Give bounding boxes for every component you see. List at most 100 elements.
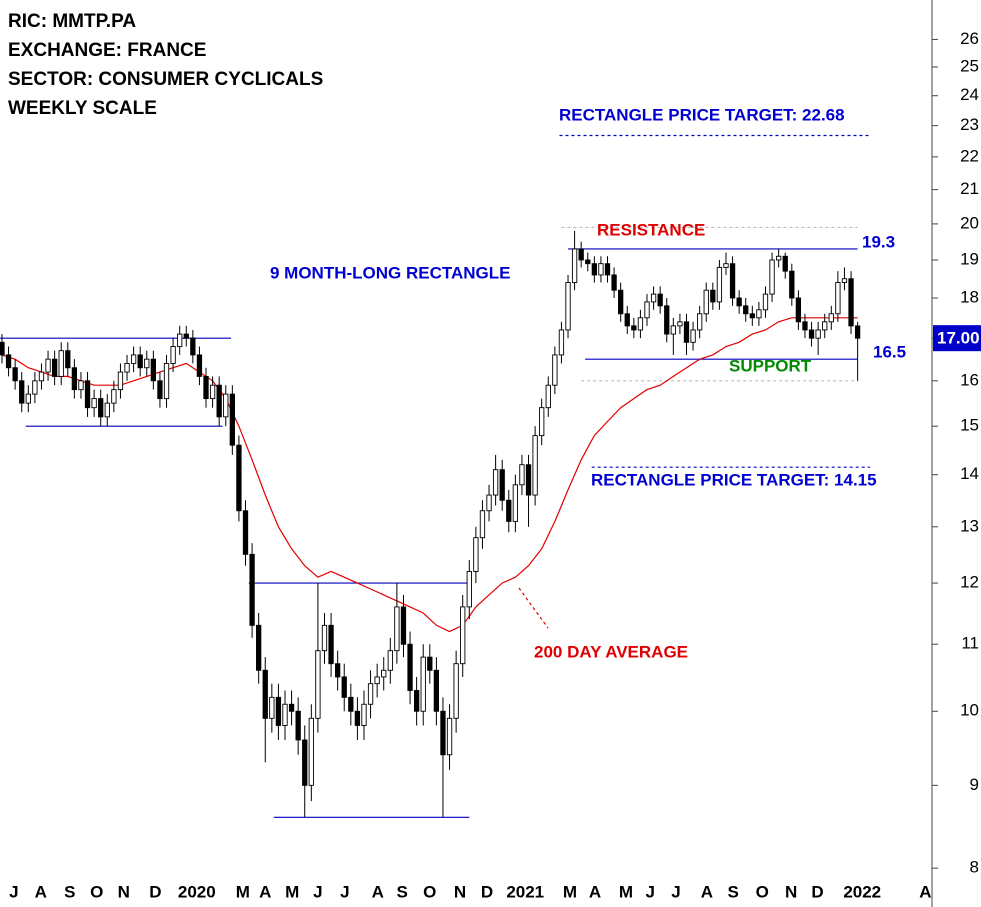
- candle-body: [716, 266, 723, 303]
- candle-body: [341, 676, 347, 698]
- candle-body: [710, 289, 716, 303]
- candle-body: [571, 248, 578, 283]
- candle-body: [262, 669, 268, 719]
- candle-body: [269, 696, 275, 719]
- candle-body: [302, 739, 308, 786]
- candle-body: [585, 259, 591, 265]
- y-tick-label: 15: [960, 416, 979, 435]
- last-price-label: 17.00: [937, 329, 980, 348]
- y-tick-label: 8: [970, 858, 979, 877]
- candle-body: [420, 656, 426, 712]
- candle-body: [492, 469, 499, 496]
- x-tick-label: J: [313, 882, 322, 901]
- candle-body: [558, 329, 565, 356]
- x-tick-label: S: [396, 882, 407, 901]
- candle-body: [822, 321, 828, 331]
- candle-body: [677, 321, 683, 327]
- x-tick-label: S: [728, 882, 739, 901]
- candle-body: [374, 676, 380, 685]
- y-tick-label: 21: [960, 179, 979, 198]
- x-tick-label: N: [454, 882, 466, 901]
- candle-body: [835, 282, 841, 315]
- y-tick-label: 19: [960, 249, 979, 268]
- candle-body: [196, 354, 203, 377]
- candle-body: [604, 263, 611, 276]
- candle-body: [657, 293, 663, 307]
- candle-body: [216, 384, 222, 418]
- candle-body: [486, 494, 492, 512]
- header-line: RIC: MMTP.PA: [8, 11, 136, 32]
- candle-body: [361, 703, 367, 726]
- candle-body: [0, 341, 5, 356]
- candle-body: [394, 606, 400, 652]
- candle-body: [637, 317, 644, 331]
- candle-body: [71, 367, 78, 391]
- candle-body: [288, 703, 295, 712]
- candle-body: [519, 464, 525, 486]
- candle-body: [440, 710, 446, 756]
- candle-body: [762, 293, 769, 311]
- ma-pointer: [518, 587, 549, 629]
- candle-body: [479, 510, 486, 539]
- candle-body: [802, 321, 808, 331]
- candle-body: [32, 380, 38, 395]
- candle-body: [598, 263, 604, 276]
- y-tick-label: 26: [960, 29, 979, 48]
- x-tick-label: A: [372, 882, 384, 901]
- candle-body: [183, 333, 189, 339]
- candle-body: [591, 263, 597, 276]
- candle-body: [545, 384, 551, 409]
- candle-body: [808, 329, 815, 339]
- candle-body: [328, 624, 334, 665]
- candle-body: [460, 606, 466, 665]
- candle-body: [578, 248, 584, 261]
- candle-body: [769, 259, 775, 295]
- candle-body: [644, 301, 650, 319]
- candle-body: [756, 309, 762, 319]
- candle-body: [854, 325, 861, 339]
- candle-body: [413, 690, 420, 712]
- candle-body: [150, 358, 157, 382]
- resistance-value: 19.3: [862, 232, 895, 251]
- y-tick-label: 24: [960, 85, 979, 104]
- candle-body: [703, 289, 709, 315]
- candle-body: [749, 313, 755, 319]
- x-tick-label: J: [671, 882, 680, 901]
- candle-body: [170, 346, 176, 364]
- candle-body: [815, 329, 821, 339]
- candle-body: [203, 375, 209, 400]
- x-tick-label: 2022: [843, 882, 881, 901]
- candle-body: [848, 278, 854, 327]
- y-tick-label: 23: [960, 115, 979, 134]
- x-tick-label: A: [589, 882, 601, 901]
- x-tick-label: D: [811, 882, 823, 901]
- candle-body: [650, 293, 657, 303]
- candle-body: [242, 510, 249, 555]
- candle-body: [782, 255, 788, 272]
- x-tick-label: M: [563, 882, 577, 901]
- x-tick-label: S: [64, 882, 75, 901]
- resistance-label: RESISTANCE: [597, 220, 705, 239]
- x-tick-label: D: [481, 882, 493, 901]
- candle-body: [275, 696, 282, 726]
- x-tick-label: M: [285, 882, 299, 901]
- x-tick-label: D: [149, 882, 161, 901]
- candle-body: [157, 380, 163, 400]
- x-tick-label: J: [9, 882, 18, 901]
- y-tick-label: 16: [960, 370, 979, 389]
- candle-body: [163, 362, 170, 400]
- candle-body: [367, 683, 374, 705]
- candle-body: [552, 354, 558, 386]
- candle-body: [670, 325, 676, 335]
- candle-body: [466, 570, 472, 608]
- candle-body: [381, 669, 387, 678]
- candle-body: [256, 624, 262, 671]
- header-line: EXCHANGE: FRANCE: [8, 40, 206, 61]
- y-tick-label: 20: [960, 213, 979, 232]
- candle-body: [407, 643, 413, 691]
- y-tick-label: 9: [970, 775, 979, 794]
- plot-area: [0, 134, 871, 818]
- candle-body: [58, 350, 64, 377]
